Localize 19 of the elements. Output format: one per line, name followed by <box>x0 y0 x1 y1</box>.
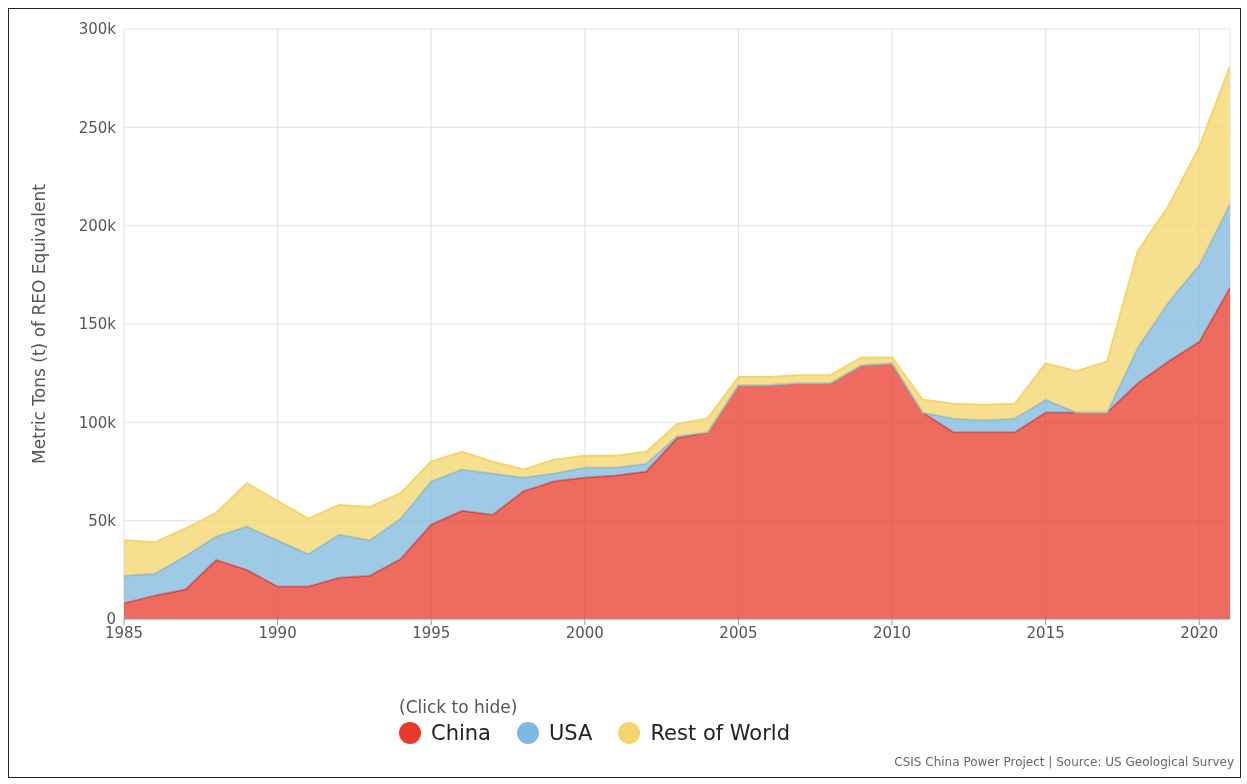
legend-label: USA <box>549 721 593 745</box>
x-tick-label: 1995 <box>412 623 451 642</box>
y-tick-label: 150k <box>78 315 117 334</box>
y-tick-label: 300k <box>78 20 117 39</box>
legend-label: Rest of World <box>650 721 790 745</box>
x-tick-label: 1990 <box>258 623 297 642</box>
y-tick-label: 50k <box>88 511 117 530</box>
x-tick-label: 2015 <box>1026 623 1065 642</box>
x-tick-label: 2020 <box>1180 623 1219 642</box>
legend-title: (Click to hide) <box>399 697 519 717</box>
y-tick-label: 200k <box>78 216 117 235</box>
x-tick-label: 2010 <box>872 623 912 642</box>
y-axis-title: Metric Tons (t) of REO Equivalent <box>29 183 50 464</box>
y-tick-label: 250k <box>78 118 117 137</box>
x-tick-label: 2005 <box>719 623 758 642</box>
legend-label: China <box>431 721 491 745</box>
x-tick-label: 2000 <box>565 623 604 642</box>
y-tick-label: 100k <box>78 413 117 432</box>
text: CSIS China Power Project | Source: US Geological Survey <box>894 755 1234 769</box>
